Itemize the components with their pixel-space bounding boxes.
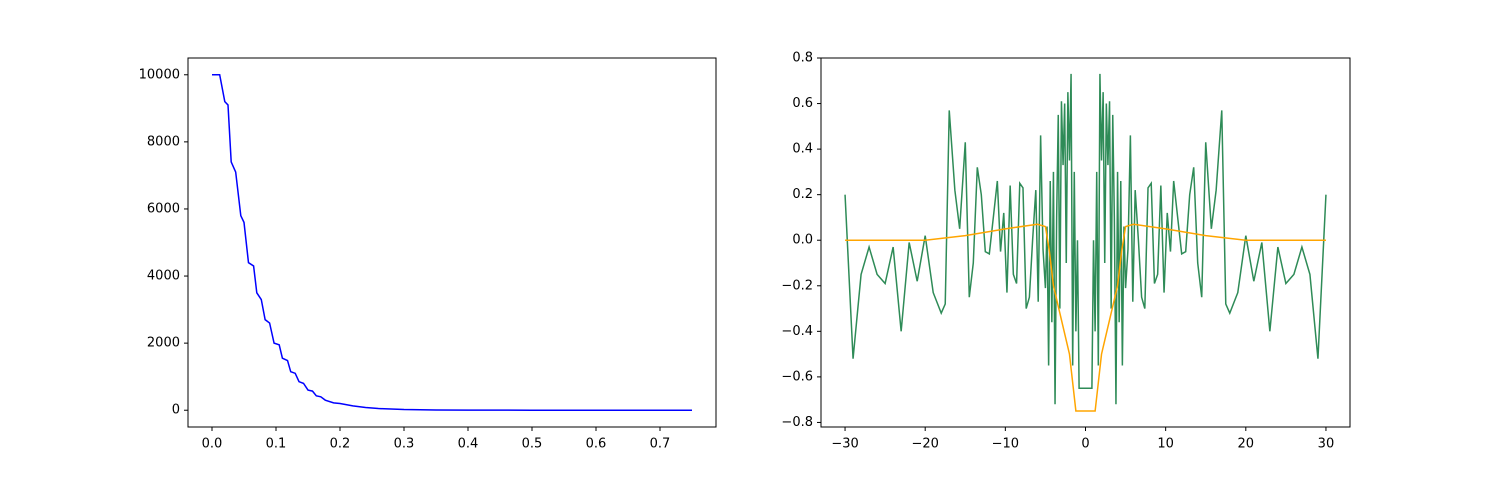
y-tick-label: 0.6 <box>792 96 813 111</box>
y-tick-label: 10000 <box>139 67 180 82</box>
axes-frame <box>187 57 717 428</box>
y-tick-label: −0.4 <box>781 324 813 339</box>
y-tick-label: 4000 <box>147 269 180 284</box>
axes-frame <box>820 57 1351 428</box>
x-tick-label: −30 <box>831 437 858 452</box>
x-tick-label: 0.1 <box>266 437 287 452</box>
x-tick-label: 0.3 <box>394 437 415 452</box>
x-tick-label: 0.0 <box>202 437 223 452</box>
x-tick-label: 0.5 <box>522 437 543 452</box>
y-tick-label: 0.2 <box>792 187 813 202</box>
x-tick-label: 0.4 <box>458 437 479 452</box>
line <box>212 74 692 411</box>
y-tick-label: 0.4 <box>792 142 813 157</box>
y-tick-label: 0.8 <box>792 51 813 66</box>
x-tick-label: 0 <box>1081 437 1089 452</box>
x-tick-label: −20 <box>911 437 938 452</box>
y-tick-label: 0.0 <box>792 233 813 248</box>
x-tick-label: −10 <box>992 437 1019 452</box>
x-tick-label: 0.6 <box>586 437 607 452</box>
y-tick-label: 8000 <box>147 134 180 149</box>
y-tick-label: 6000 <box>147 201 180 216</box>
x-tick-label: 20 <box>1238 437 1255 452</box>
y-tick-label: 0 <box>172 403 180 418</box>
line <box>844 73 1327 405</box>
line <box>845 223 1326 412</box>
x-tick-label: 10 <box>1157 437 1174 452</box>
y-tick-label: −0.8 <box>781 415 813 430</box>
x-tick-label: 0.2 <box>330 437 351 452</box>
y-tick-label: −0.6 <box>781 369 813 384</box>
y-tick-label: 2000 <box>147 336 180 351</box>
x-tick-label: 30 <box>1318 437 1335 452</box>
x-tick-label: 0.7 <box>650 437 671 452</box>
y-tick-label: −0.2 <box>781 278 813 293</box>
